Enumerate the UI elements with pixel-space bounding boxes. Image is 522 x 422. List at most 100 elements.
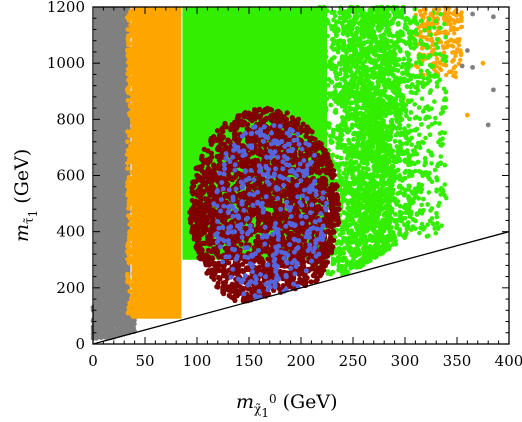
green-point [397, 106, 403, 112]
green-point [402, 157, 408, 163]
green-point [394, 223, 400, 228]
green-point [443, 54, 449, 60]
green-point [369, 238, 375, 244]
green-point [424, 42, 430, 48]
green-point [369, 116, 375, 122]
green-point [364, 119, 370, 124]
green-point [369, 216, 375, 222]
green-point [330, 152, 336, 158]
orange-point [446, 21, 451, 26]
green-point [380, 22, 386, 28]
green-point [333, 107, 339, 113]
green-point [386, 157, 392, 163]
green-point [397, 139, 403, 145]
green-point [332, 9, 337, 15]
green-point [364, 73, 369, 79]
green-point [389, 39, 394, 44]
green-point [413, 27, 419, 33]
green-point [391, 159, 397, 165]
green-point [375, 24, 381, 30]
orange-point [430, 42, 435, 47]
orange-point [131, 91, 136, 97]
orange-point [126, 187, 132, 192]
green-point [340, 24, 346, 29]
green-point [439, 223, 444, 228]
green-point [335, 41, 341, 47]
orange-point [131, 102, 137, 107]
green-point [366, 224, 372, 229]
green-point [398, 145, 403, 151]
green-point [384, 9, 389, 15]
green-point [330, 129, 336, 135]
green-point [339, 44, 345, 49]
green-point [375, 101, 381, 107]
orange-point [130, 242, 136, 248]
green-point [433, 230, 439, 236]
green-point [344, 67, 350, 73]
green-point [388, 176, 394, 182]
green-point [328, 138, 334, 144]
green-point [435, 37, 440, 42]
green-point [378, 78, 384, 84]
green-point [417, 116, 423, 121]
orange-region-fill [131, 7, 182, 319]
orange-point [126, 175, 132, 180]
green-point [345, 43, 351, 49]
orange-point [457, 37, 462, 42]
green-point [365, 208, 371, 214]
orange-point [428, 37, 433, 43]
orange-point [131, 166, 137, 172]
green-point [384, 56, 390, 62]
green-point [405, 225, 411, 230]
green-point [425, 202, 431, 207]
green-point [442, 21, 447, 27]
green-point [366, 48, 372, 54]
green-point [400, 99, 405, 105]
green-point [386, 32, 392, 38]
green-point [313, 69, 319, 74]
green-point [407, 116, 412, 122]
green-point [380, 42, 385, 47]
green-point [359, 236, 365, 242]
green-point [349, 265, 354, 270]
orange-point [458, 52, 464, 58]
green-point [417, 230, 422, 236]
green-point [342, 62, 348, 68]
grey-point [101, 315, 106, 321]
green-point [359, 256, 365, 262]
green-point [395, 191, 401, 196]
green-point [374, 58, 380, 64]
scatter-points [90, 4, 465, 341]
green-point [382, 92, 388, 98]
orange-point [456, 43, 462, 48]
green-point [413, 188, 419, 194]
green-point [343, 85, 349, 91]
green-point [343, 175, 349, 181]
orange-point [133, 9, 138, 15]
green-point [410, 217, 416, 222]
green-point [401, 56, 407, 62]
green-point [395, 22, 401, 27]
green-point [428, 88, 434, 93]
green-point [337, 178, 343, 184]
green-point [340, 119, 346, 125]
green-point [441, 86, 447, 92]
green-point [325, 83, 331, 88]
green-point [417, 132, 422, 138]
green-point [364, 201, 370, 207]
green-point [335, 145, 341, 151]
green-point [331, 261, 337, 266]
green-point [386, 237, 392, 243]
green-point [363, 239, 369, 245]
green-point [418, 38, 424, 44]
green-point [380, 98, 386, 104]
green-point [432, 25, 437, 30]
green-point [426, 25, 432, 31]
green-point [347, 249, 353, 255]
orange-point [125, 90, 131, 95]
green-point [323, 48, 328, 54]
grey-point [108, 304, 114, 310]
green-point [386, 225, 391, 231]
green-point [388, 188, 394, 194]
green-point [333, 69, 338, 75]
